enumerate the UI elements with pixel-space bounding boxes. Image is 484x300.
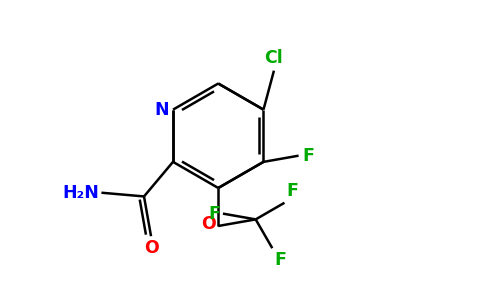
Text: H₂N: H₂N	[62, 184, 99, 202]
Text: O: O	[201, 214, 216, 232]
Text: O: O	[144, 238, 158, 256]
Text: F: F	[209, 205, 221, 223]
Text: F: F	[287, 182, 299, 200]
Text: Cl: Cl	[265, 49, 283, 67]
Text: F: F	[302, 147, 314, 165]
Text: N: N	[154, 100, 169, 118]
Text: F: F	[274, 250, 287, 268]
